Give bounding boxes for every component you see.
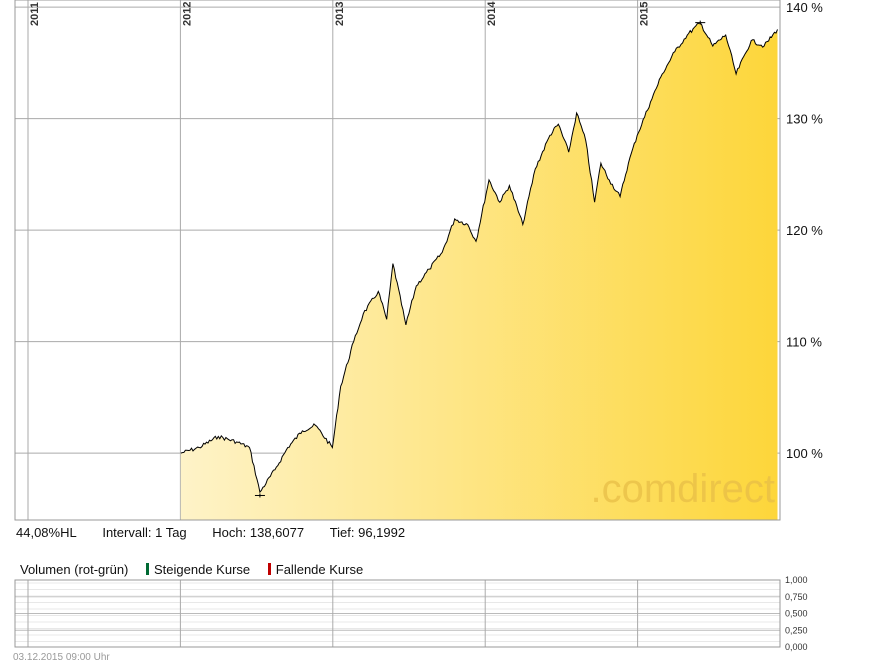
legend-falling-label: Fallende Kurse xyxy=(275,562,364,577)
volume-y-tick-label: 0,500 xyxy=(785,609,808,619)
interval-value: Intervall: 1 Tag xyxy=(102,525,187,540)
price-area xyxy=(180,22,778,520)
year-labels: 2011 2012 2013 2014 2015 xyxy=(29,1,651,26)
y-tick-label: 120 % xyxy=(786,223,823,238)
price-line xyxy=(180,22,778,494)
volume-y-tick-label: 1,000 xyxy=(785,575,808,585)
x-tick-label: 2015 xyxy=(639,2,651,26)
volume-legend: Volumen (rot-grün) Steigende Kurse Falle… xyxy=(20,562,377,577)
price-frame xyxy=(14,0,781,521)
x-tick-label: 2013 xyxy=(334,2,346,26)
legend-rising-label: Steigende Kurse xyxy=(154,562,251,577)
falling-marker-icon xyxy=(267,563,271,575)
high-low-markers xyxy=(254,20,706,498)
y-tick-label: 140 % xyxy=(786,0,823,15)
volume-frame xyxy=(14,579,781,648)
y-tick-label: 110 % xyxy=(786,335,822,350)
low-value: Tief: 96,1992 xyxy=(329,525,406,540)
price-y-labels: 140 % 130 % 120 % 110 % 100 % xyxy=(786,0,823,461)
volume-y-tick-label: 0,000 xyxy=(785,642,808,652)
y-tick-label: 130 % xyxy=(786,112,823,127)
x-tick-label: 2014 xyxy=(486,1,498,26)
legend-falling: Fallende Kurse xyxy=(267,562,364,577)
stats-row: 44,08%HL Intervall: 1 Tag Hoch: 138,6077… xyxy=(16,525,427,540)
volume-title: Volumen (rot-grün) xyxy=(20,562,129,577)
x-tick-label: 2011 xyxy=(29,2,41,26)
comdirect-watermark: .comdirect xyxy=(591,467,776,511)
rising-marker-icon xyxy=(146,563,150,575)
volume-y-tick-label: 0,250 xyxy=(785,625,808,635)
timestamp: 03.12.2015 09:00 Uhr xyxy=(13,652,110,663)
legend-rising: Steigende Kurse xyxy=(146,562,250,577)
high-value: Hoch: 138,6077 xyxy=(212,525,305,540)
volume-y-labels: 1,000 0,750 0,500 0,250 0,000 xyxy=(785,575,808,652)
x-tick-label: 2012 xyxy=(181,2,193,26)
performance-value: 44,08%HL xyxy=(16,525,77,540)
volume-grid xyxy=(15,579,780,648)
y-tick-label: 100 % xyxy=(786,446,823,461)
volume-y-tick-label: 0,750 xyxy=(785,592,808,602)
